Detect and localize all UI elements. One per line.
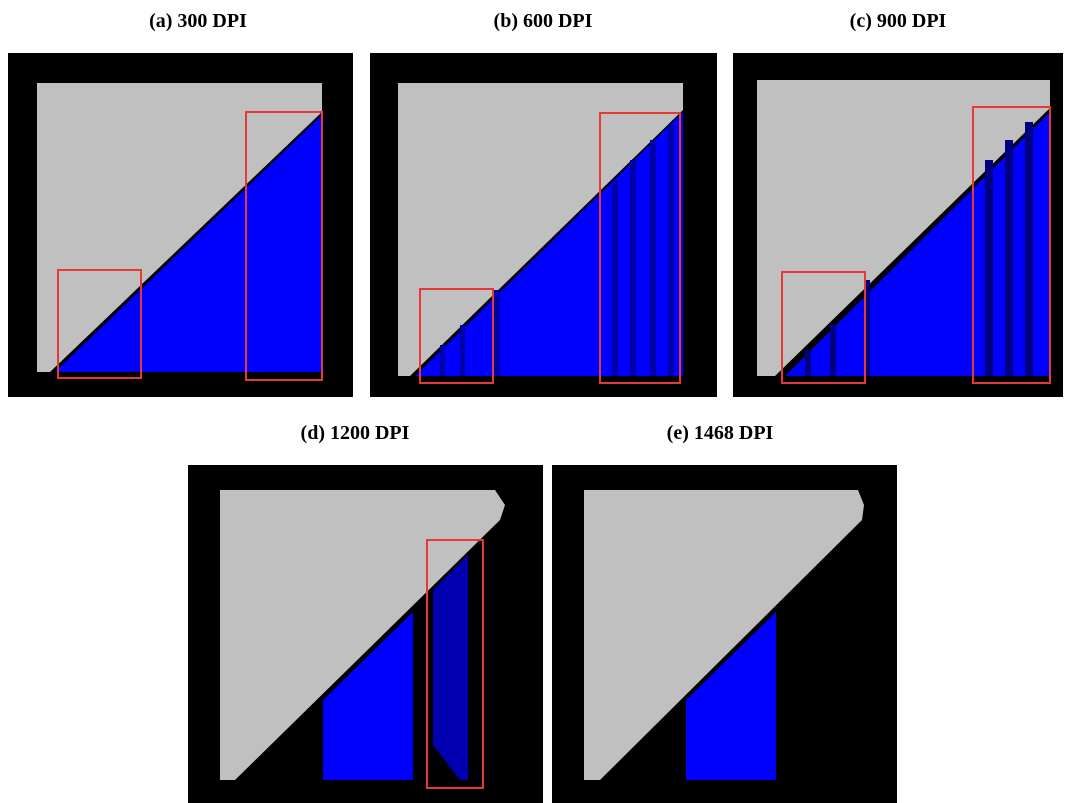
panel-image <box>552 465 897 803</box>
panel-image <box>733 53 1063 397</box>
panels <box>0 0 1065 803</box>
panel-image <box>188 465 543 803</box>
figure: {"panels": [ {"caption": "(a) 300 DPI"},… <box>0 0 1065 803</box>
panel-image <box>8 53 353 397</box>
panel-image <box>370 53 717 397</box>
